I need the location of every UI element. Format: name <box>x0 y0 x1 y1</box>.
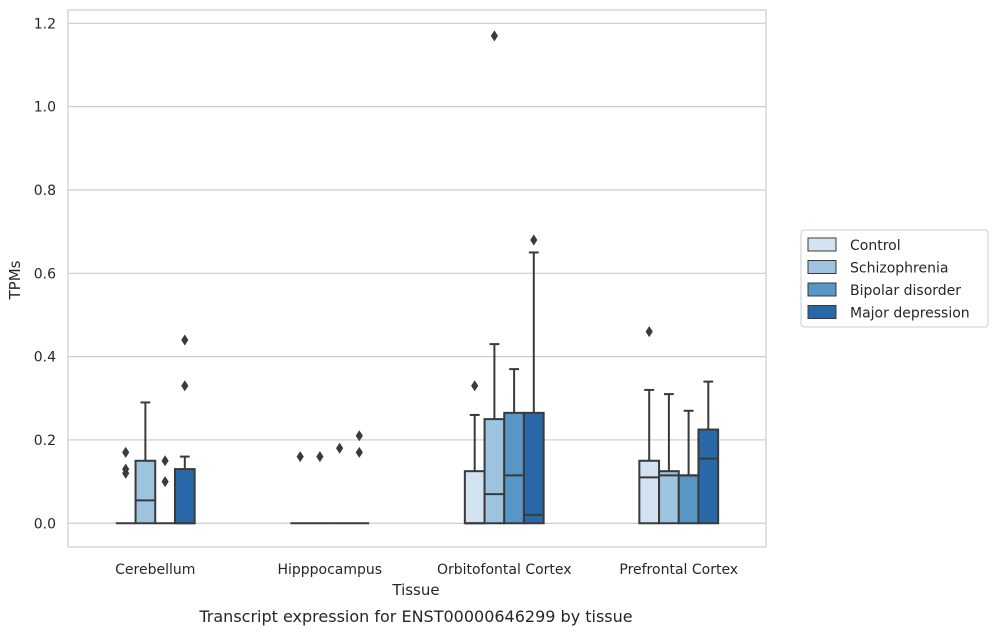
outlier-point <box>490 30 498 42</box>
box-2-1 <box>483 30 506 525</box>
box-iqr <box>638 459 661 525</box>
y-tick-label: 1.0 <box>34 100 56 116</box>
legend-label: Major depression <box>850 306 970 322</box>
box-iqr <box>463 470 486 525</box>
box-3-1 <box>658 393 680 525</box>
y-tick-label: 0.4 <box>34 350 56 366</box>
box-1-0 <box>290 451 311 525</box>
legend-swatch <box>807 282 837 297</box>
outlier-point <box>645 326 653 338</box>
legend-label: Bipolar disorder <box>850 283 961 299</box>
outlier-point <box>296 451 304 463</box>
box-iqr <box>677 474 700 525</box>
y-tick-label: 0.8 <box>34 183 56 199</box>
outlier-point <box>161 455 169 467</box>
y-axis-label: TPMs <box>6 260 24 300</box>
box-iqr <box>658 470 680 525</box>
legend: Control Schizophrenia Bipolar disorder Majo… <box>800 229 989 328</box>
box-2-2 <box>503 368 525 525</box>
outlier-point <box>336 442 344 454</box>
box-3-0 <box>638 326 661 525</box>
outlier-point <box>122 463 130 475</box>
legend-label: Control <box>850 238 901 254</box>
outlier-point <box>471 380 479 392</box>
box-1-1 <box>310 451 330 525</box>
outlier-point <box>316 451 324 463</box>
y-tick-label: 0.0 <box>34 516 56 532</box>
box-0-3 <box>173 334 196 525</box>
box-iqr <box>173 468 196 525</box>
legend-swatch <box>807 260 837 274</box>
box-0-2 <box>155 455 175 525</box>
outlier-point <box>355 430 363 442</box>
outlier-point <box>181 380 189 392</box>
x-tick-label: Prefrontal Cortex <box>619 562 738 578</box>
x-tick-label: Cerebellum <box>115 562 195 578</box>
y-tick-label: 1.2 <box>34 16 56 32</box>
outlier-point <box>355 446 363 458</box>
box-2-3 <box>522 234 545 525</box>
box-0-0 <box>115 446 136 525</box>
box-iqr <box>522 411 545 525</box>
box-iqr <box>134 459 157 525</box>
box-3-3 <box>697 380 720 525</box>
box-2-0 <box>463 380 486 525</box>
chart-caption: Transcript expression for ENST0000064629… <box>198 607 632 626</box>
outlier-point <box>530 234 538 246</box>
outlier-point <box>181 334 189 346</box>
box-iqr <box>697 428 720 525</box>
legend-frame <box>800 229 989 328</box>
y-axis-ticks: 0.0 0.2 0.4 0.6 0.8 1.0 1.2 <box>34 16 56 532</box>
x-axis-ticks: Cerebellum Hipppocampus Orbitofontal Corte… <box>115 562 738 578</box>
box-groups <box>115 30 720 525</box>
y-tick-label: 0.6 <box>34 266 56 282</box>
grid-lines <box>68 22 766 524</box>
legend-label: Schizophrenia <box>850 261 948 277</box>
outlier-point <box>161 476 169 488</box>
box-3-2 <box>677 409 700 525</box>
y-tick-label: 0.2 <box>34 433 56 449</box>
x-tick-label: Hipppocampus <box>277 562 382 578</box>
box-iqr <box>483 418 506 525</box>
plot-frame <box>67 9 767 548</box>
box-1-2 <box>329 442 350 525</box>
x-tick-label: Orbitofontal Cortex <box>437 562 572 578</box>
box-0-1 <box>134 401 157 525</box>
x-axis-label: Tissue <box>391 581 439 599</box>
box-iqr <box>503 411 525 525</box>
legend-swatch <box>807 305 837 319</box>
outlier-point <box>122 446 130 458</box>
box-1-3 <box>349 430 370 525</box>
legend-swatch <box>807 237 837 252</box>
